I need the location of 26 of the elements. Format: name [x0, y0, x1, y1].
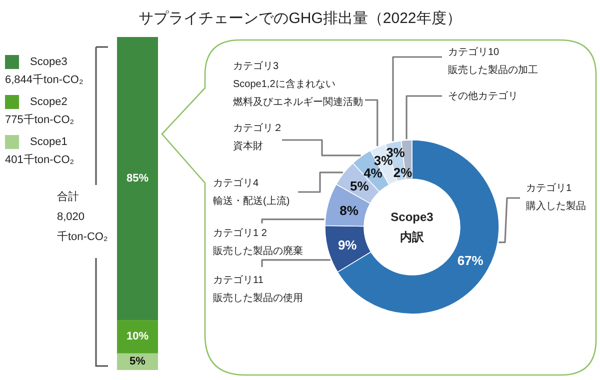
slice-label: カテゴリ10販売した製品の加工: [448, 46, 538, 76]
data-label: 10%: [126, 330, 149, 343]
slice-label: その他カテゴリ: [448, 90, 518, 102]
data-label: 5%: [350, 178, 370, 193]
slice-label: カテゴリ２資本財: [233, 122, 283, 152]
data-label: 67%: [457, 252, 484, 268]
legend-label: Scope3: [30, 56, 68, 68]
slice-label: カテゴリ4輸送・配送(上流): [213, 176, 290, 206]
slice-label: カテゴリ3Scope1,2に含まれない燃料及びエネルギー関連活動: [233, 60, 363, 108]
slice-label: カテゴリ11販売した製品の使用: [213, 274, 303, 304]
data-label: 4%: [364, 165, 383, 180]
legend-label: Scope1: [30, 136, 68, 148]
data-label: 2%: [393, 164, 413, 180]
data-label: 8%: [340, 202, 359, 218]
slice-label: カテゴリ1 2販売した製品の廃棄: [213, 226, 303, 256]
data-label: 9%: [338, 237, 358, 252]
data-label: 85%: [126, 172, 149, 185]
text: サプライチェーンでのGHG排出量（2022年度）: [138, 10, 462, 26]
text: 401千ton-CO₂: [5, 153, 74, 166]
text: 合計 8,020 千ton-CO₂: [57, 190, 108, 243]
text: 6,844千ton-CO₂: [5, 73, 84, 86]
text: Scope3 内訳: [390, 210, 434, 244]
slice-label: カテゴリ1購入した製品: [526, 182, 586, 212]
data-label: 5%: [130, 356, 146, 368]
text: 775千ton-CO₂: [5, 113, 74, 126]
legend-label: Scope2: [30, 96, 68, 108]
